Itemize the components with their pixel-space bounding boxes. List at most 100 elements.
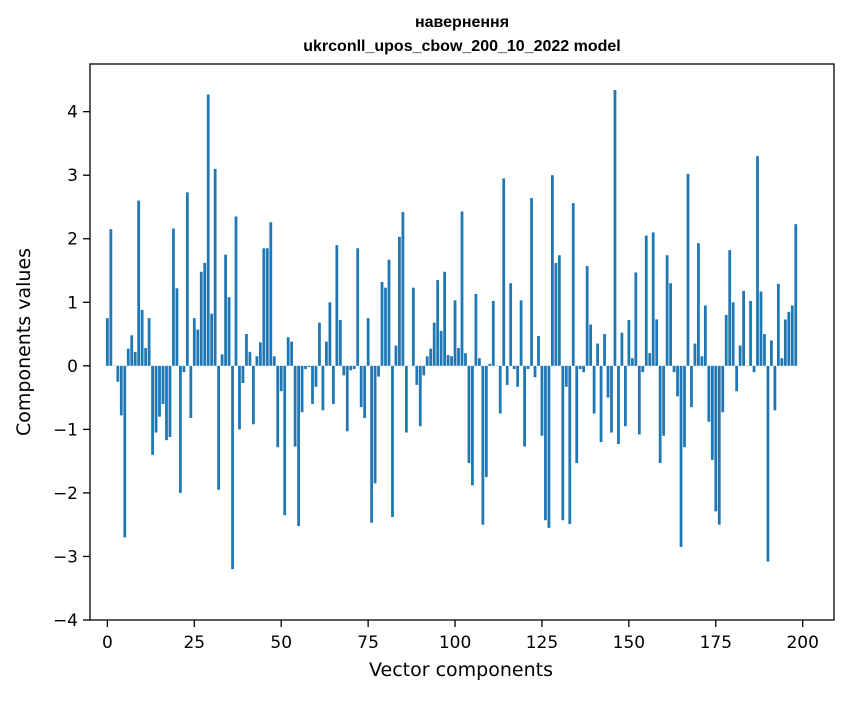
bar-27: [200, 272, 203, 366]
x-tick-label: 0: [102, 633, 113, 653]
bar-97: [443, 272, 446, 366]
bar-143: [603, 334, 606, 366]
bar-172: [704, 305, 707, 365]
bar-106: [475, 294, 478, 366]
bar-14: [155, 366, 158, 433]
bar-129: [554, 263, 557, 366]
bar-90: [419, 366, 422, 426]
bar-168: [690, 366, 693, 407]
bar-104: [468, 366, 471, 463]
bar-34: [224, 255, 227, 366]
bar-6: [127, 349, 130, 366]
bar-94: [433, 323, 436, 366]
bar-76: [370, 366, 373, 523]
bar-117: [513, 366, 516, 369]
bar-45: [262, 248, 265, 366]
y-tick-label: −2: [53, 484, 78, 504]
bar-164: [676, 366, 679, 397]
bar-66: [335, 245, 338, 366]
bar-47: [269, 222, 272, 366]
bar-151: [631, 358, 634, 366]
bar-124: [537, 336, 540, 366]
bar-36: [231, 366, 234, 569]
bar-75: [367, 318, 370, 366]
bar-82: [391, 366, 394, 517]
bar-70: [349, 366, 352, 370]
bar-1: [109, 229, 112, 366]
bar-24: [189, 366, 192, 418]
bar-0: [106, 318, 109, 366]
bar-141: [596, 344, 599, 366]
bar-177: [721, 366, 724, 412]
bar-126: [544, 366, 547, 520]
x-axis-label: Vector components: [369, 659, 553, 681]
bar-13: [151, 366, 154, 455]
y-tick-label: −1: [53, 420, 78, 440]
chart-title-line2: ukrconll_upos_cbow_200_10_2022 model: [303, 38, 620, 55]
bar-49: [276, 366, 279, 447]
bar-44: [259, 342, 262, 366]
bar-41: [249, 352, 252, 366]
bar-119: [520, 300, 523, 365]
bar-30: [210, 314, 213, 366]
bar-154: [641, 366, 644, 372]
y-tick-label: −4: [53, 611, 78, 631]
bar-109: [485, 366, 488, 477]
x-tick-label: 175: [700, 633, 732, 653]
bar-88: [412, 288, 415, 366]
bar-31: [214, 169, 217, 366]
bar-77: [374, 366, 377, 484]
chart-title-line1: навернення: [415, 14, 509, 31]
bar-198: [794, 224, 797, 366]
y-tick-label: −3: [53, 547, 78, 567]
bar-176: [718, 366, 721, 525]
bar-38: [238, 366, 241, 430]
bar-84: [398, 237, 401, 366]
bar-85: [402, 212, 405, 366]
bar-46: [266, 248, 269, 366]
bar-186: [753, 366, 756, 372]
bar-11: [144, 348, 147, 366]
bar-136: [579, 366, 582, 369]
bars-group: [106, 90, 797, 569]
x-tick-label: 50: [270, 633, 292, 653]
bar-121: [527, 366, 530, 369]
bar-23: [186, 192, 189, 365]
bar-62: [322, 366, 325, 410]
bar-145: [610, 366, 613, 433]
bar-137: [582, 366, 585, 372]
bar-10: [141, 310, 144, 366]
bar-72: [356, 248, 359, 366]
bar-115: [506, 366, 509, 385]
bar-16: [162, 366, 165, 404]
bar-50: [280, 366, 283, 391]
bar-165: [680, 366, 683, 547]
bar-8: [134, 352, 137, 366]
bar-39: [242, 366, 245, 383]
bar-183: [742, 291, 745, 366]
bar-153: [638, 366, 641, 435]
bar-148: [621, 333, 624, 366]
bar-65: [332, 366, 335, 404]
bar-170: [697, 243, 700, 366]
bar-81: [388, 260, 391, 366]
x-tick-label: 25: [183, 633, 205, 653]
bar-25: [193, 318, 196, 366]
bar-60: [315, 366, 318, 387]
bar-191: [770, 340, 773, 365]
bar-179: [728, 250, 731, 366]
bar-178: [725, 315, 728, 366]
bar-144: [607, 366, 610, 398]
bar-67: [339, 320, 342, 366]
bar-116: [509, 283, 512, 366]
bar-91: [422, 366, 425, 376]
bar-56: [301, 366, 304, 412]
bar-131: [561, 366, 564, 520]
bar-175: [714, 366, 717, 512]
bar-103: [464, 353, 467, 366]
bar-182: [739, 345, 742, 365]
bar-132: [565, 366, 568, 387]
